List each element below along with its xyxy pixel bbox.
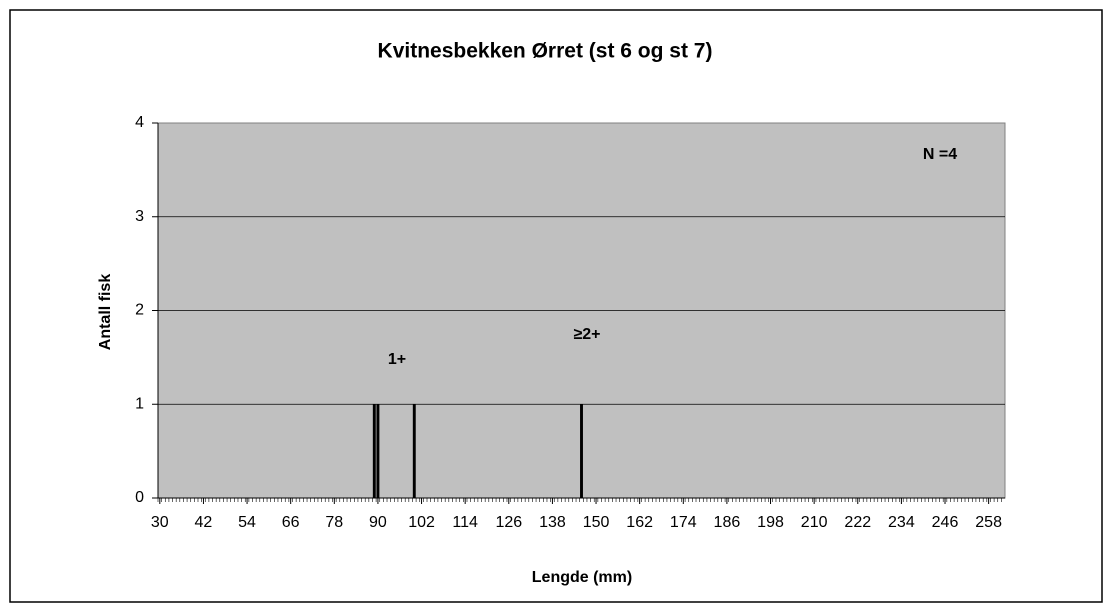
x-tick-label: 54 [238, 514, 256, 531]
y-tick-label: 2 [135, 302, 144, 319]
x-tick-label: 150 [583, 514, 610, 531]
y-tick-label: 0 [135, 489, 144, 506]
y-tick-label: 4 [135, 114, 144, 131]
x-tick-label: 114 [452, 514, 478, 531]
x-tick-label: 258 [975, 514, 1002, 531]
annotation: 1+ [388, 351, 406, 368]
bar [376, 404, 380, 498]
bar [580, 404, 583, 498]
bar [372, 404, 376, 498]
x-tick-label: 234 [888, 514, 915, 531]
x-tick-label: 198 [757, 514, 784, 531]
x-axis-label: Lengde (mm) [532, 569, 632, 586]
y-axis-label: Antall fisk [97, 274, 114, 351]
x-tick-label: 210 [801, 514, 828, 531]
x-tick-label: 162 [626, 514, 653, 531]
x-tick-label: 246 [932, 514, 959, 531]
bar [412, 404, 416, 498]
annotation: N =4 [923, 146, 957, 163]
x-tick-label: 174 [670, 514, 697, 531]
y-tick-label: 3 [135, 208, 144, 225]
chart-title: Kvitnesbekken Ørret (st 6 og st 7) [378, 40, 713, 63]
x-tick-label: 66 [282, 514, 300, 531]
x-tick-label: 126 [495, 514, 522, 531]
x-tick-label: 102 [408, 514, 435, 531]
x-tick-label: 90 [369, 514, 387, 531]
annotation: ≥2+ [573, 326, 600, 343]
x-tick-label: 30 [151, 514, 169, 531]
y-tick-label: 1 [135, 395, 144, 412]
x-tick-label: 138 [539, 514, 566, 531]
x-tick-label: 186 [714, 514, 741, 531]
x-tick-label: 42 [195, 514, 213, 531]
x-tick-label: 222 [844, 514, 871, 531]
x-tick-label: 78 [325, 514, 343, 531]
